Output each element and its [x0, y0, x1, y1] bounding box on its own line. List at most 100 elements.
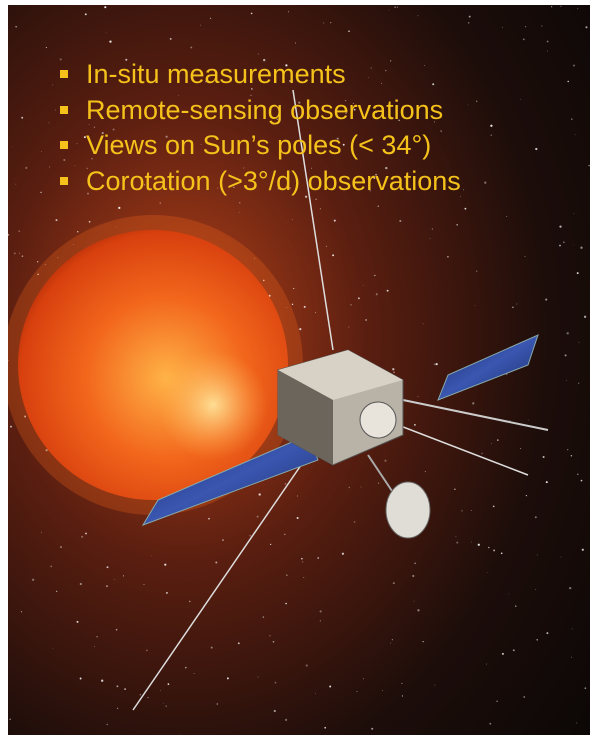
- star: [491, 443, 492, 444]
- star: [493, 549, 495, 551]
- star: [475, 305, 476, 306]
- star: [349, 327, 350, 328]
- star: [520, 448, 521, 449]
- star: [109, 40, 111, 42]
- star: [489, 723, 491, 725]
- star: [567, 449, 568, 450]
- star: [52, 85, 53, 86]
- star: [41, 532, 42, 533]
- star: [378, 206, 379, 207]
- star: [487, 572, 488, 573]
- star: [384, 460, 386, 462]
- star: [501, 552, 503, 554]
- star: [96, 636, 97, 637]
- star: [317, 557, 319, 559]
- star: [468, 22, 469, 23]
- star: [49, 166, 50, 167]
- star: [520, 99, 521, 100]
- star: [524, 696, 525, 697]
- star: [374, 275, 375, 276]
- star: [258, 54, 259, 55]
- star: [472, 402, 474, 404]
- star: [239, 202, 241, 204]
- star: [301, 558, 303, 560]
- star: [484, 182, 486, 184]
- star: [418, 15, 419, 16]
- star: [563, 242, 564, 243]
- star: [323, 22, 324, 23]
- star: [582, 549, 584, 551]
- star: [434, 364, 435, 365]
- star: [320, 620, 321, 621]
- star: [559, 226, 561, 228]
- star: [238, 642, 240, 644]
- star: [547, 41, 549, 43]
- star: [324, 727, 326, 729]
- star: [293, 288, 294, 289]
- star: [536, 639, 538, 641]
- star: [10, 426, 12, 428]
- star: [456, 224, 458, 226]
- star: [37, 261, 38, 262]
- star: [432, 228, 433, 229]
- star: [354, 521, 356, 523]
- star: [578, 383, 579, 384]
- star: [390, 643, 391, 644]
- star: [456, 542, 458, 544]
- star: [425, 471, 426, 472]
- star: [512, 307, 513, 308]
- star: [163, 703, 164, 704]
- star: [576, 723, 577, 724]
- star: [571, 455, 572, 456]
- star: [574, 245, 575, 246]
- star: [588, 165, 589, 166]
- star: [358, 297, 360, 299]
- star: [194, 673, 195, 674]
- star: [270, 544, 271, 545]
- star: [80, 583, 82, 585]
- star: [101, 680, 103, 682]
- star: [286, 574, 287, 575]
- star: [21, 611, 22, 612]
- star: [378, 483, 379, 484]
- star: [455, 536, 456, 537]
- star: [124, 688, 126, 690]
- star: [566, 380, 567, 381]
- star: [435, 363, 437, 365]
- star: [117, 708, 118, 709]
- star: [140, 694, 141, 695]
- star: [571, 118, 573, 120]
- star: [585, 687, 587, 689]
- star: [392, 368, 394, 370]
- star: [399, 220, 401, 222]
- star: [144, 584, 145, 585]
- star: [559, 245, 561, 247]
- star: [107, 566, 109, 568]
- star: [481, 453, 483, 455]
- star: [476, 101, 477, 102]
- star: [210, 18, 211, 19]
- bullet-list: In-situ measurementsRemote-sensing obser…: [60, 57, 461, 199]
- star: [295, 42, 296, 43]
- star: [525, 26, 526, 27]
- star: [189, 601, 190, 602]
- star: [577, 272, 579, 274]
- star: [334, 220, 336, 222]
- star: [18, 230, 20, 232]
- star: [478, 544, 480, 546]
- star: [342, 553, 344, 555]
- star: [85, 533, 87, 535]
- star: [543, 456, 545, 458]
- star: [116, 685, 118, 687]
- star: [422, 641, 423, 642]
- star: [106, 585, 108, 587]
- star: [490, 125, 492, 127]
- star: [574, 213, 575, 214]
- star: [106, 32, 107, 33]
- star: [227, 677, 229, 679]
- star: [567, 81, 568, 82]
- star: [535, 589, 536, 590]
- star: [546, 481, 548, 483]
- star: [497, 439, 498, 440]
- star: [60, 546, 62, 548]
